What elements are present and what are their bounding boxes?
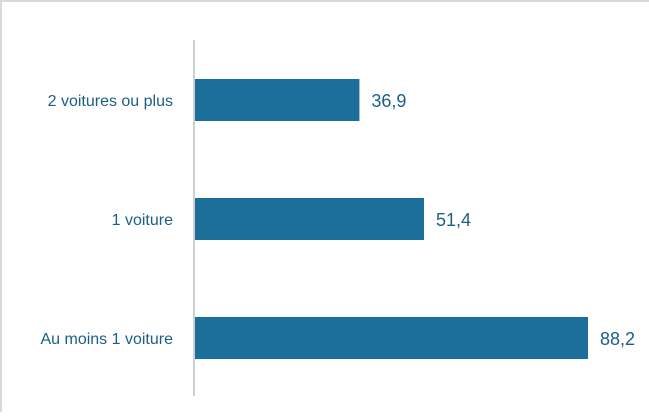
value-label-2: 88,2 [600,329,635,349]
bars-layer [195,79,588,359]
category-label-2: Au moins 1 voiture [40,331,173,348]
category-label-1: 1 voiture [112,212,173,229]
value-label-1: 51,4 [436,210,471,230]
bar-2 [195,317,588,359]
value-labels: 36,9 51,4 88,2 [371,91,635,349]
bar-0 [195,79,360,121]
category-label-0: 2 voitures ou plus [48,93,173,110]
category-labels: 2 voitures ou plus 1 voiture Au moins 1 vo… [40,93,173,348]
bar-1 [195,198,425,240]
value-label-0: 36,9 [371,91,406,111]
